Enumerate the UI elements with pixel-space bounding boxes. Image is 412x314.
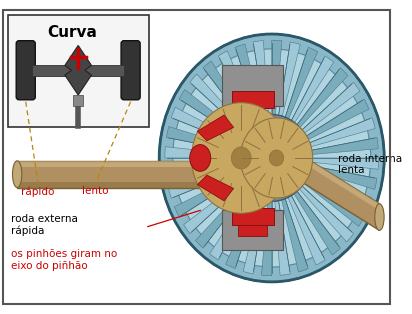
Polygon shape: [281, 199, 308, 272]
Polygon shape: [253, 41, 269, 115]
Polygon shape: [311, 158, 379, 169]
FancyBboxPatch shape: [16, 41, 35, 100]
Ellipse shape: [192, 103, 291, 213]
Polygon shape: [279, 42, 300, 116]
FancyBboxPatch shape: [121, 41, 140, 100]
Polygon shape: [203, 61, 249, 125]
Polygon shape: [235, 44, 262, 117]
Polygon shape: [174, 176, 238, 217]
Polygon shape: [309, 118, 375, 147]
Polygon shape: [297, 68, 348, 127]
Ellipse shape: [232, 115, 311, 201]
FancyBboxPatch shape: [222, 66, 283, 106]
Polygon shape: [195, 188, 246, 248]
Text: rápido: rápido: [21, 186, 55, 197]
FancyBboxPatch shape: [33, 64, 124, 76]
Polygon shape: [168, 169, 235, 198]
Polygon shape: [288, 196, 325, 265]
FancyBboxPatch shape: [73, 95, 83, 106]
Text: roda interna
lenta: roda interna lenta: [338, 154, 403, 176]
Ellipse shape: [240, 118, 313, 198]
FancyBboxPatch shape: [239, 225, 267, 236]
Polygon shape: [171, 107, 236, 143]
Polygon shape: [304, 180, 364, 226]
Polygon shape: [285, 47, 318, 119]
Polygon shape: [291, 149, 379, 230]
Polygon shape: [275, 201, 290, 275]
Polygon shape: [262, 201, 272, 276]
Polygon shape: [302, 82, 360, 133]
Polygon shape: [272, 40, 282, 115]
Polygon shape: [165, 147, 232, 158]
Ellipse shape: [159, 34, 384, 282]
Text: os pinhões giram no
eixo do piñhão: os pinhões giram no eixo do piñhão: [12, 249, 118, 271]
Polygon shape: [197, 175, 234, 201]
Polygon shape: [291, 56, 334, 123]
Polygon shape: [65, 46, 91, 95]
Polygon shape: [243, 200, 265, 274]
FancyBboxPatch shape: [17, 161, 258, 167]
Polygon shape: [165, 161, 233, 178]
Polygon shape: [184, 182, 241, 234]
Polygon shape: [210, 193, 252, 260]
Text: lento: lento: [82, 186, 109, 196]
Polygon shape: [311, 138, 378, 154]
Polygon shape: [226, 197, 258, 268]
FancyBboxPatch shape: [232, 208, 274, 225]
Ellipse shape: [190, 145, 211, 171]
Text: roda externa
rápida: roda externa rápida: [12, 214, 78, 236]
FancyBboxPatch shape: [222, 210, 283, 251]
Polygon shape: [310, 165, 377, 189]
FancyBboxPatch shape: [17, 182, 258, 187]
Ellipse shape: [231, 147, 251, 169]
Polygon shape: [190, 74, 244, 130]
Polygon shape: [294, 191, 340, 255]
Polygon shape: [299, 186, 353, 242]
Polygon shape: [307, 173, 372, 208]
Polygon shape: [197, 115, 234, 141]
Polygon shape: [179, 89, 240, 136]
Text: Curva: Curva: [48, 24, 98, 40]
Ellipse shape: [375, 204, 384, 230]
FancyBboxPatch shape: [17, 161, 258, 187]
Ellipse shape: [12, 161, 22, 187]
Polygon shape: [291, 149, 379, 210]
Polygon shape: [166, 127, 234, 150]
FancyBboxPatch shape: [8, 15, 149, 127]
Polygon shape: [306, 99, 369, 140]
Ellipse shape: [173, 49, 371, 267]
FancyBboxPatch shape: [232, 91, 274, 108]
Polygon shape: [218, 51, 255, 120]
Ellipse shape: [269, 150, 284, 166]
